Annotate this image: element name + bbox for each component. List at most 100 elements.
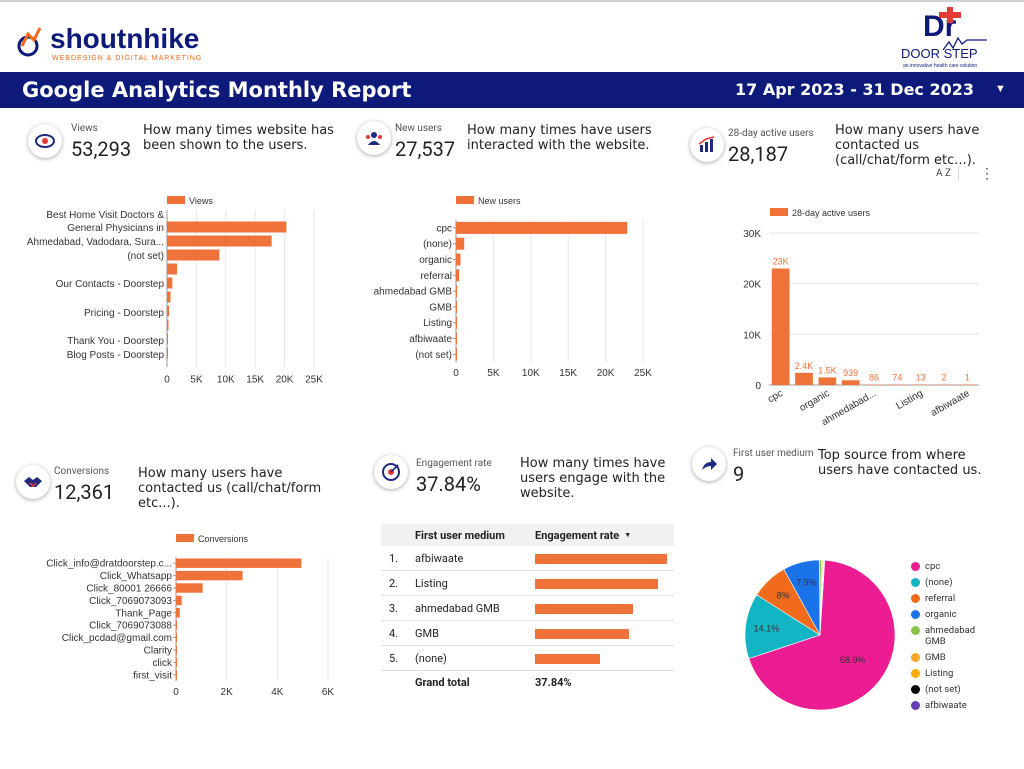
handshake-icon xyxy=(16,465,50,499)
rate-bar xyxy=(535,579,658,589)
chevron-down-icon[interactable]: ▼ xyxy=(995,82,1006,95)
bar[interactable] xyxy=(456,332,457,345)
pie-slice[interactable] xyxy=(744,594,821,660)
y-tick-label: 20K xyxy=(743,280,761,291)
bar[interactable] xyxy=(176,632,177,643)
bar[interactable] xyxy=(176,558,302,568)
legend-item[interactable]: organic xyxy=(911,609,1021,620)
grand-total-value: 37.84% xyxy=(535,675,572,689)
legend-item[interactable]: ahmedabad GMB xyxy=(911,625,1021,647)
bar[interactable] xyxy=(167,347,168,359)
legend-item[interactable]: Listing xyxy=(911,668,1021,679)
x-tick-label: 25K xyxy=(305,374,323,385)
bar[interactable] xyxy=(456,221,628,234)
bar[interactable] xyxy=(176,657,177,668)
legend-item[interactable]: cpc xyxy=(911,561,1021,572)
x-tick-label: 6K xyxy=(322,687,335,698)
row-rate-cell xyxy=(535,546,674,570)
bar[interactable] xyxy=(958,384,977,386)
bar[interactable] xyxy=(167,291,171,303)
bar[interactable] xyxy=(795,372,813,385)
legend-dot xyxy=(911,594,920,603)
row-medium: afbiwaate xyxy=(415,551,464,565)
category-label: Pricing - Doorstep xyxy=(84,308,164,319)
bar[interactable] xyxy=(911,384,930,386)
legend-dot xyxy=(911,562,920,571)
bar[interactable] xyxy=(176,583,203,593)
legend-item[interactable]: (not set) xyxy=(911,684,1021,695)
bar[interactable] xyxy=(167,263,177,275)
pie-slice[interactable] xyxy=(748,559,896,711)
first-medium-pie-chart: 68.9% 14.1% 8% 7.9% xyxy=(744,559,896,711)
bar[interactable] xyxy=(456,348,457,361)
table-row[interactable]: 4. GMB xyxy=(381,621,674,646)
bar[interactable] xyxy=(167,333,168,345)
grand-total-label: Grand total xyxy=(415,675,470,689)
x-tick-label: 2K xyxy=(221,687,234,698)
more-vert-icon[interactable]: ⋮ xyxy=(980,166,994,182)
date-range-picker[interactable]: 17 Apr 2023 - 31 Dec 2023 xyxy=(735,80,974,99)
data-label: 13 xyxy=(916,373,926,383)
bar[interactable] xyxy=(176,670,177,680)
bar[interactable] xyxy=(818,377,837,385)
bar[interactable] xyxy=(176,570,243,581)
engagement-column-header[interactable]: Engagement rate ▼ xyxy=(535,524,674,546)
engagement-column-label: Engagement rate xyxy=(535,528,620,542)
bar[interactable] xyxy=(167,277,173,289)
table-row[interactable]: 2. Listing xyxy=(381,571,674,596)
logo-doorstep-text: DOOR STEP xyxy=(901,46,978,61)
bar[interactable] xyxy=(176,608,180,618)
legend-dot xyxy=(911,610,920,619)
row-rate-cell xyxy=(535,621,674,645)
bar[interactable] xyxy=(456,253,461,266)
legend-swatch xyxy=(456,196,474,204)
data-label: 939 xyxy=(843,368,858,378)
bar[interactable] xyxy=(771,268,790,385)
sort-desc-icon: ▼ xyxy=(624,531,632,539)
bar[interactable] xyxy=(456,316,457,329)
table-row[interactable]: 1. afbiwaate xyxy=(381,546,674,571)
bar[interactable] xyxy=(167,305,170,317)
bar[interactable] xyxy=(456,237,465,250)
legend-item[interactable]: referral xyxy=(911,593,1021,604)
x-tick-label: 5K xyxy=(487,368,500,379)
bar[interactable] xyxy=(935,384,953,386)
table-row[interactable]: 3. ahmedabad GMB xyxy=(381,596,674,621)
legend-item[interactable]: (none) xyxy=(911,577,1021,588)
pie-slice[interactable] xyxy=(819,559,826,636)
views-value: 53,293 xyxy=(71,137,132,161)
bar[interactable] xyxy=(456,285,457,298)
legend-swatch xyxy=(770,208,788,216)
bar[interactable] xyxy=(176,595,182,606)
bar[interactable] xyxy=(167,221,287,233)
category-label: Best Home Visit Doctors & xyxy=(46,210,164,221)
bar[interactable] xyxy=(456,300,457,313)
rate-bar xyxy=(535,604,633,614)
table-row[interactable]: 5. (none) xyxy=(381,646,674,671)
engagement-value: 37.84% xyxy=(416,472,481,496)
bar[interactable] xyxy=(167,249,220,261)
bar[interactable] xyxy=(888,384,907,386)
legend-dot xyxy=(911,578,920,587)
logo-wordmark: shoutnhike xyxy=(50,23,199,54)
views-label: Views xyxy=(71,123,98,134)
bar[interactable] xyxy=(167,319,169,331)
category-label: Click_info@dratdoorstep.c... xyxy=(46,559,172,570)
conversions-description: How many users have contacted us (call/c… xyxy=(138,466,322,511)
bar[interactable] xyxy=(176,645,177,655)
legend-item[interactable]: afbiwaate xyxy=(911,700,1021,711)
conversions-label: Conversions xyxy=(54,466,110,477)
bar[interactable] xyxy=(167,235,272,247)
x-tick-label: 5K xyxy=(190,374,203,385)
category-label: cpc xyxy=(436,223,452,234)
x-tick-label: 10K xyxy=(217,374,235,385)
sort-az-icon[interactable]: A Z xyxy=(936,168,951,179)
legend-item[interactable]: GMB xyxy=(911,652,1021,663)
legend-label: afbiwaate xyxy=(925,700,967,711)
bar[interactable] xyxy=(456,269,460,282)
bar[interactable] xyxy=(176,620,177,630)
medium-column-header[interactable]: First user medium xyxy=(415,528,505,542)
bar[interactable] xyxy=(841,380,860,385)
bar[interactable] xyxy=(865,384,883,386)
data-label: 2.4K xyxy=(795,361,814,371)
